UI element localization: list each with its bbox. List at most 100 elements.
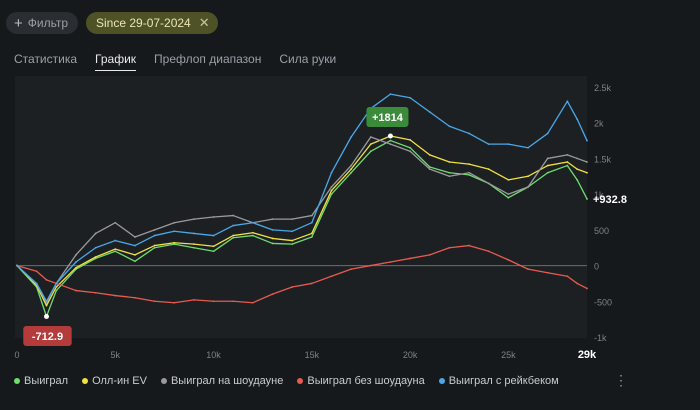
legend-item[interactable]: Выиграл на шоудауне — [160, 375, 283, 387]
data-point — [546, 157, 549, 160]
data-point — [310, 221, 313, 224]
data-point — [586, 287, 588, 290]
data-point — [448, 171, 451, 174]
data-point — [45, 301, 48, 304]
legend-item[interactable]: Выиграл с рейкбеком — [438, 375, 559, 387]
data-point — [369, 143, 372, 146]
legend-item[interactable]: Олл-ин EV — [82, 375, 147, 387]
data-point — [507, 178, 510, 181]
legend-label: Выиграл без шоудауна — [307, 375, 425, 387]
data-point — [251, 231, 254, 234]
legend-color-dot — [438, 378, 445, 384]
filter-label: Фильтр — [27, 16, 69, 30]
data-point — [586, 161, 588, 163]
tab-bar: Статистика График Префлоп диапазон Сила … — [14, 52, 336, 71]
data-point — [153, 244, 156, 247]
data-point — [114, 239, 117, 242]
legend-color-dot — [14, 378, 20, 384]
data-point — [448, 246, 451, 249]
data-point — [45, 300, 48, 303]
series-line-1 — [16, 135, 588, 307]
data-point — [16, 264, 18, 267]
tab-hand-strength[interactable]: Сила руки — [279, 52, 337, 66]
data-point — [232, 214, 235, 217]
data-point — [271, 242, 274, 245]
data-point — [330, 171, 333, 174]
data-point — [232, 234, 235, 237]
data-point — [173, 241, 176, 244]
data-point — [487, 250, 490, 253]
data-point — [389, 261, 392, 263]
x-tick-label: 10k — [206, 350, 221, 360]
data-point — [232, 300, 235, 303]
y-tick-label: 1k — [594, 190, 604, 200]
data-point — [409, 96, 412, 99]
data-point — [212, 234, 215, 237]
data-point — [173, 221, 176, 224]
legend-label: Олл-ин EV — [92, 375, 147, 387]
data-point — [35, 270, 38, 273]
data-point — [251, 234, 254, 237]
data-point — [271, 293, 274, 296]
data-point — [527, 186, 529, 188]
filter-button[interactable]: + Фильтр — [6, 12, 79, 34]
legend-color-dot — [297, 378, 304, 384]
tab-preflop-range[interactable]: Префлоп диапазон — [154, 52, 262, 66]
tab-graph[interactable]: График — [95, 52, 137, 71]
close-icon[interactable]: ✕ — [198, 15, 210, 30]
data-point — [330, 193, 333, 196]
y-tick-label: -1k — [594, 333, 607, 343]
data-point — [330, 189, 333, 192]
data-point — [428, 253, 431, 256]
data-point — [527, 268, 529, 271]
data-point — [330, 275, 333, 278]
data-point — [350, 136, 353, 138]
max-annotation: +1814 — [372, 112, 404, 124]
more-vertical-icon[interactable]: ⋮ — [614, 372, 628, 388]
data-point — [310, 236, 313, 238]
data-point — [350, 168, 353, 171]
data-point — [271, 218, 274, 221]
data-point — [310, 282, 313, 285]
data-point — [428, 111, 431, 113]
data-point — [173, 301, 176, 304]
data-point — [173, 230, 176, 233]
data-point — [527, 146, 529, 149]
data-point — [291, 218, 294, 221]
data-point — [546, 132, 549, 135]
data-point — [448, 161, 451, 163]
data-point — [55, 282, 58, 285]
x-tick-label: 15k — [305, 350, 320, 360]
data-point — [75, 253, 77, 256]
data-point — [409, 138, 412, 141]
data-point — [409, 257, 412, 260]
x-tick-label: 0 — [14, 350, 19, 360]
legend-item[interactable]: Выиграл — [14, 375, 68, 387]
data-point — [586, 171, 588, 174]
x-tick-label: 29k — [578, 349, 597, 361]
date-filter-chip[interactable]: Since 29-07-2024 ✕ — [86, 12, 218, 34]
data-point — [507, 193, 510, 196]
data-point — [428, 166, 431, 168]
data-point — [507, 143, 510, 146]
data-point — [369, 150, 372, 153]
data-point — [310, 214, 313, 217]
legend-label: Выиграл — [24, 375, 69, 387]
min-marker — [43, 314, 49, 319]
data-point — [576, 178, 579, 181]
data-point — [212, 250, 215, 253]
data-point — [566, 275, 569, 278]
y-tick-label: 1.5k — [594, 154, 612, 164]
legend-color-dot — [160, 378, 167, 384]
legend-item[interactable]: Выиграл без шоудауна — [297, 375, 425, 387]
data-point — [448, 125, 451, 128]
data-point — [468, 173, 470, 176]
y-tick-label: -500 — [594, 297, 612, 307]
x-tick-label: 25k — [501, 350, 516, 360]
data-point — [487, 182, 490, 185]
date-chip-label: Since 29-07-2024 — [96, 16, 191, 30]
tab-statistics[interactable]: Статистика — [14, 52, 78, 66]
x-tick-label: 5k — [111, 350, 121, 360]
data-point — [546, 164, 549, 167]
winnings-chart: 2.5k 2k 1.5k 1k 500 0 -500 -1k 0 5k 10k 15k 20k 25k 29… — [14, 83, 626, 361]
